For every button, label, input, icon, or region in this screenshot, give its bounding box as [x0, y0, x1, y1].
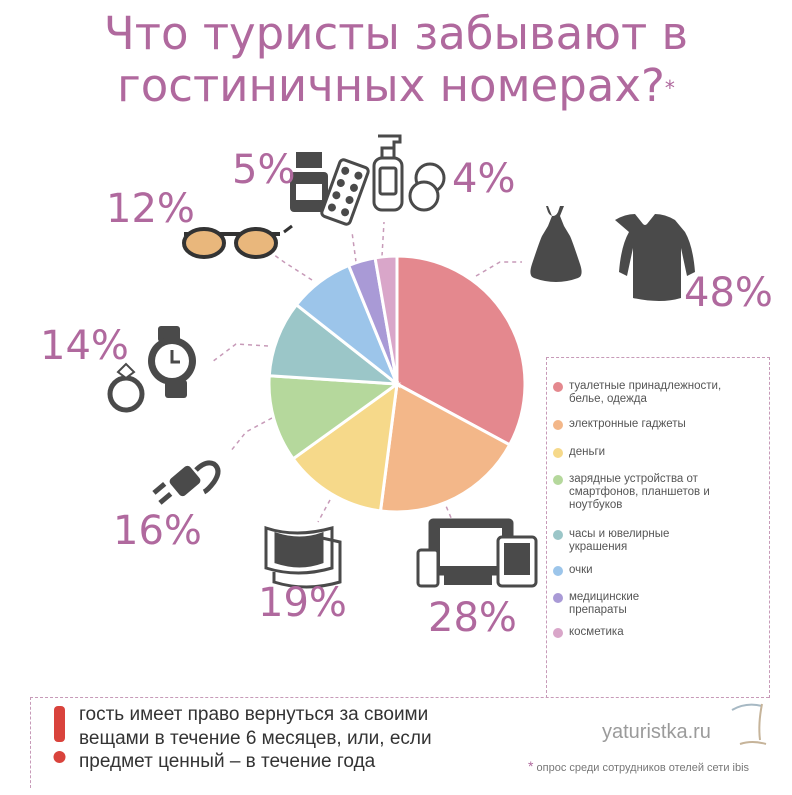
pct-label-4: 4%	[452, 156, 516, 202]
pct-label-12: 12%	[106, 186, 195, 232]
legend-item: туалетные принадлежности, белье, одежда	[553, 380, 744, 406]
legend-item: электронные гаджеты	[553, 418, 744, 431]
legend-swatch	[553, 593, 563, 603]
return-policy-note: гость имеет право вернуться за своими ве…	[79, 703, 519, 774]
charger-icon	[152, 460, 221, 505]
money-icon	[264, 525, 342, 589]
leader-28	[439, 491, 453, 521]
leader-16	[229, 417, 273, 453]
legend-swatch	[553, 448, 563, 458]
watch-icon	[148, 326, 196, 398]
title-line-2: гостиничных номерах?*	[0, 60, 792, 112]
pie-slice	[373, 254, 399, 385]
compact-mirror-icon	[408, 162, 446, 212]
pie-chart	[267, 254, 527, 514]
lotion-bottle-icon	[372, 134, 404, 212]
pct-label-48: 48%	[684, 270, 773, 316]
legend-label: косметика	[569, 626, 624, 638]
leader-5	[351, 231, 357, 263]
legend-swatch	[553, 530, 563, 540]
clothes-icon	[530, 206, 695, 301]
leader-48	[475, 261, 522, 277]
site-name: yaturistka.ru	[602, 721, 711, 743]
devices-icon	[416, 518, 538, 588]
legend-label: медицинские препараты	[569, 591, 640, 616]
title-line-2-text: гостиничных номерах?	[117, 59, 665, 112]
legend-item: медицинские препараты	[553, 591, 744, 617]
leader-lines	[211, 221, 522, 523]
note-line: предмет ценный – в течение года	[79, 751, 376, 772]
legend-label: электронные гаджеты	[569, 418, 686, 430]
pie-slice	[267, 374, 402, 461]
legend-label: очки	[569, 564, 593, 576]
legend-item: очки	[553, 564, 744, 577]
legend-item: часы и ювелирные украшения	[553, 528, 744, 554]
legend-swatch	[553, 382, 563, 392]
medicine-bottle-icon	[290, 152, 328, 212]
legend-item: косметика	[553, 626, 744, 639]
sunglasses-icon	[182, 224, 293, 259]
legend-swatch	[553, 420, 563, 430]
legend-swatch	[553, 475, 563, 485]
leader-4	[381, 221, 385, 257]
title-footnote-mark: *	[664, 76, 675, 100]
pie-slice	[291, 380, 399, 513]
leader-12	[269, 251, 313, 281]
legend-label: туалетные принадлежности, белье, одежда	[569, 380, 722, 405]
pct-label-28: 28%	[428, 595, 517, 641]
pct-label-19: 19%	[258, 580, 347, 626]
footnote-text: опрос среди сотрудников отелей сети ibis	[536, 762, 750, 774]
page-title: Что туристы забывают в гостиничных номер…	[0, 8, 792, 112]
exclamation-icon	[53, 706, 66, 763]
legend-swatch	[553, 628, 563, 638]
footnote: * опрос среди сотрудников отелей сети ib…	[528, 758, 749, 774]
legend-item: зарядные устройства от смартфонов, планше…	[553, 473, 744, 512]
legend-swatch	[553, 566, 563, 576]
legend-label: зарядные устройства от смартфонов, планше…	[569, 473, 710, 511]
note-line: гость имеет право вернуться за своими	[79, 704, 429, 725]
leader-19	[317, 499, 331, 523]
pie-slice	[378, 381, 512, 514]
pct-label-16: 16%	[113, 508, 202, 554]
legend-label: часы и ювелирные украшения	[569, 528, 670, 553]
legend-item: деньги	[553, 446, 744, 459]
title-line-1: Что туристы забывают в	[103, 7, 689, 60]
pills-icon	[320, 158, 370, 226]
footnote-mark: *	[528, 758, 534, 774]
note-line: вещами в течение 6 месяцев, или, если	[79, 727, 432, 749]
pie-slice	[395, 254, 527, 447]
ring-icon	[107, 362, 145, 413]
legend-label: деньги	[569, 446, 606, 458]
note-box	[30, 697, 769, 788]
leader-14	[211, 343, 269, 363]
pct-label-5: 5%	[232, 147, 296, 193]
palm-tree-logo-icon	[731, 703, 767, 745]
pct-label-14: 14%	[40, 323, 129, 369]
legend: туалетные принадлежности, белье, одежда э…	[546, 357, 770, 698]
